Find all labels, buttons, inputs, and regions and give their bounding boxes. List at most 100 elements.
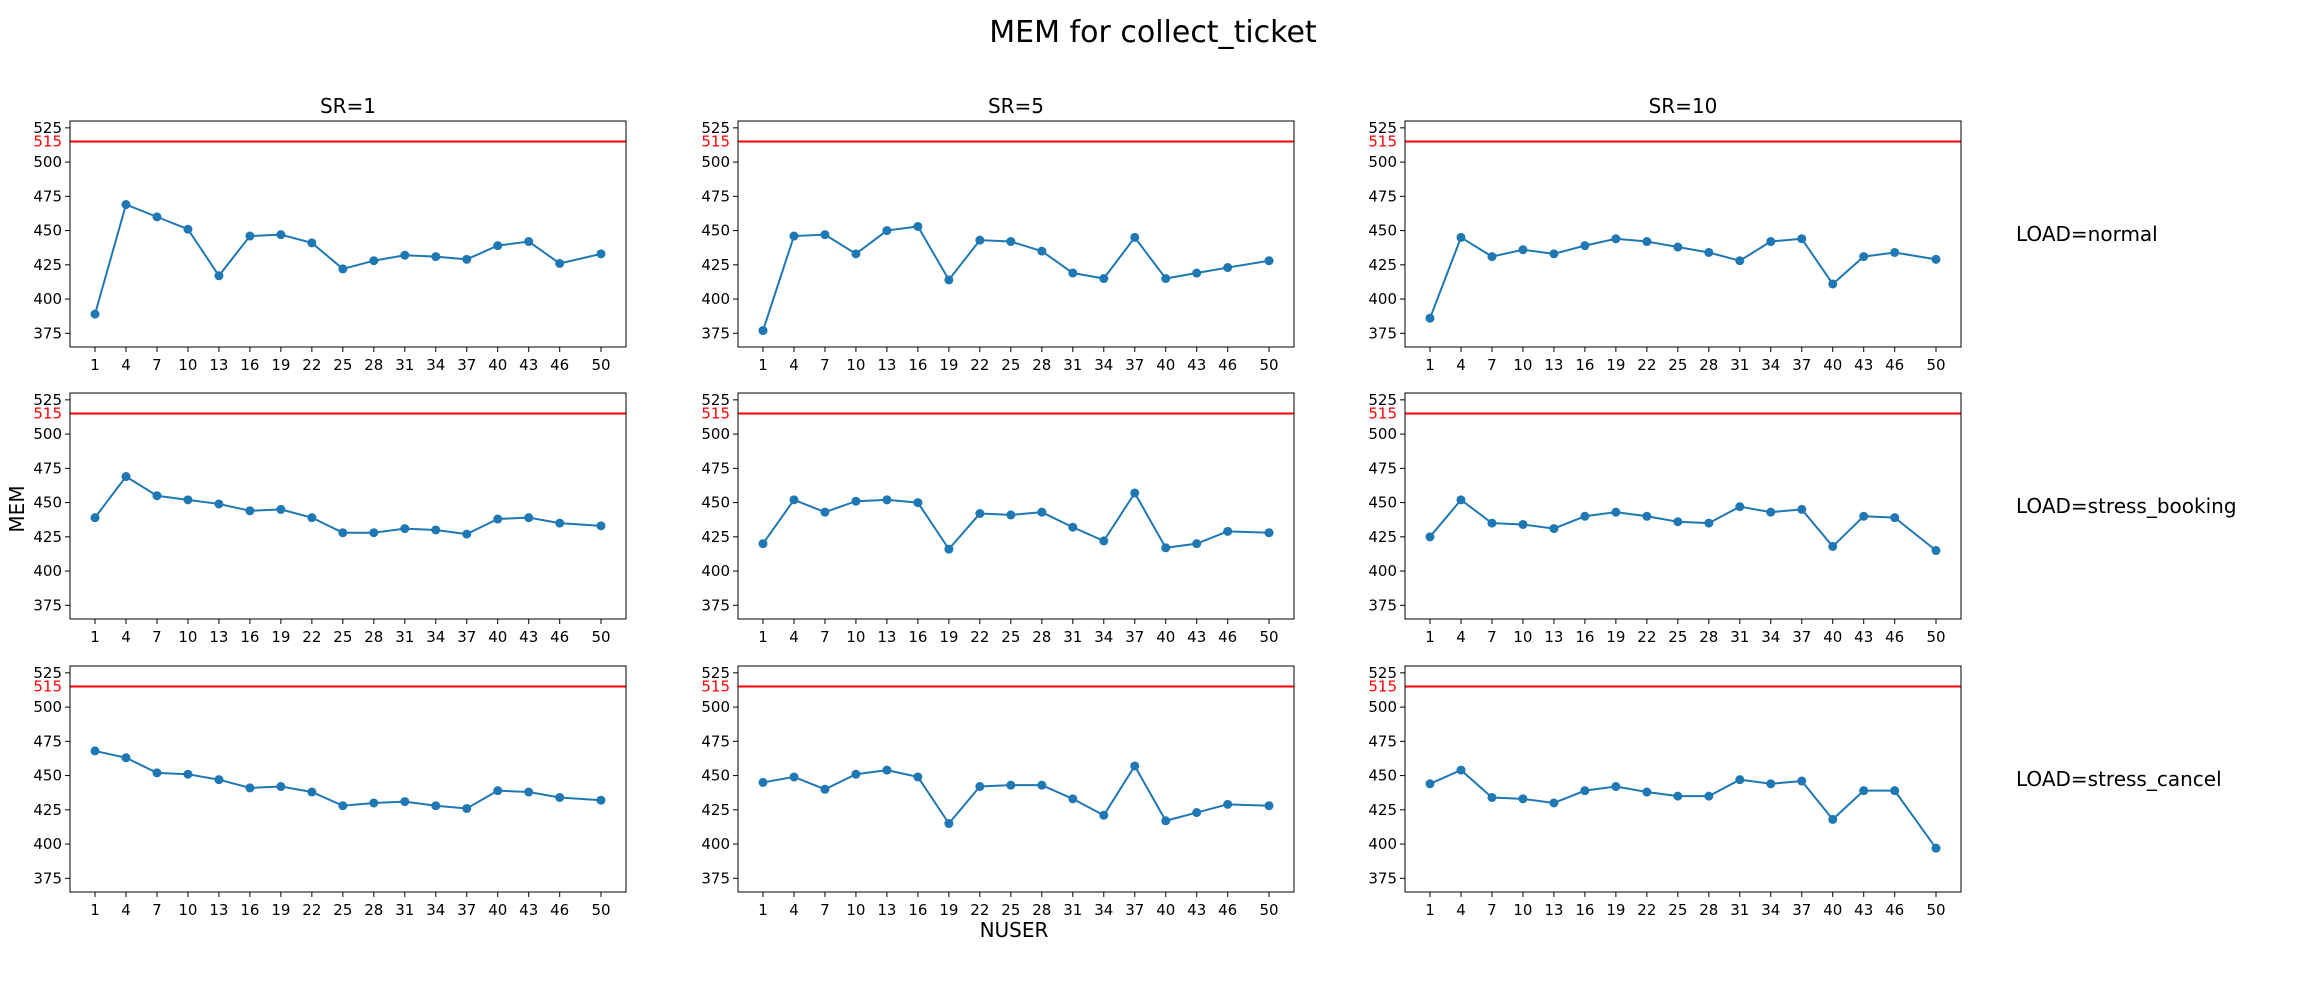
data-point	[152, 212, 162, 222]
data-point	[1264, 528, 1274, 538]
x-tick-label: 7	[152, 356, 162, 374]
data-point	[121, 200, 131, 210]
x-tick-label: 46	[550, 901, 569, 919]
x-tick-label: 19	[271, 356, 290, 374]
data-point	[1549, 524, 1559, 534]
x-tick-label: 4	[789, 901, 799, 919]
y-tick-label: 525	[33, 664, 62, 682]
x-tick-label: 28	[1699, 356, 1718, 374]
data-point	[975, 235, 985, 245]
data-point	[882, 765, 892, 775]
subplot: 375 400 425 450 475 500 525 1 4 7 10 13 16 19 22 25 28 31…	[1368, 664, 1962, 919]
data-point	[1766, 237, 1776, 247]
data-point	[1068, 522, 1078, 532]
data-point	[913, 772, 923, 782]
x-tick-label: 1	[1425, 628, 1435, 646]
x-tick-label: 37	[457, 356, 476, 374]
data-point	[851, 769, 861, 779]
data-point	[338, 801, 348, 811]
reference-line-label: 515	[701, 678, 730, 696]
data-point	[183, 769, 193, 779]
data-point	[276, 504, 286, 514]
subplot: 375 400 425 450 475 500 525 1 4 7 10 13 16 19 22 25 28 31…	[701, 119, 1295, 374]
x-tick-label: 10	[1513, 356, 1532, 374]
x-tick-label: 43	[519, 628, 538, 646]
y-tick-label: 475	[701, 732, 730, 750]
data-point	[338, 264, 348, 274]
series-line	[1429, 235, 1937, 319]
x-tick-label: 40	[1156, 901, 1175, 919]
data-point	[1223, 263, 1233, 273]
plot-frame	[69, 665, 627, 893]
x-tick-label: 40	[1823, 901, 1842, 919]
x-tick-label: 1	[90, 901, 100, 919]
data-point	[1006, 237, 1016, 247]
x-tick-label: 22	[302, 901, 321, 919]
series-line	[94, 749, 602, 810]
subplot: 375 400 425 450 475 500 525 1 4 7 10 13 16 19 22 25 28 31…	[33, 664, 627, 919]
plot-frame	[737, 665, 1295, 893]
x-tick-label: 43	[1187, 901, 1206, 919]
data-point	[1099, 274, 1109, 284]
y-tick-label: 425	[701, 801, 730, 819]
x-tick-label: 13	[1544, 901, 1563, 919]
reference-line-label: 515	[33, 678, 62, 696]
x-tick-label: 1	[758, 356, 768, 374]
x-tick-label: 34	[1761, 356, 1780, 374]
y-tick-label: 500	[701, 698, 730, 716]
data-point	[555, 258, 565, 268]
data-point	[1859, 511, 1869, 521]
x-tick-label: 22	[1637, 901, 1656, 919]
x-tick-label: 16	[1575, 356, 1594, 374]
data-point	[1192, 539, 1202, 549]
data-point	[1828, 814, 1838, 824]
y-tick-label: 375	[1368, 596, 1397, 614]
subplot-grid: SR=1 SR=5 SR=10 LOAD=normal LOAD=stress_book…	[33, 94, 2236, 919]
data-point	[276, 782, 286, 792]
y-tick-label: 400	[33, 835, 62, 853]
subplot: 375 400 425 450 475 500 525 1 4 7 10 13 16 19 22 25 28 31…	[1368, 119, 1962, 374]
x-tick-label: 13	[877, 628, 896, 646]
x-tick-label: 13	[877, 901, 896, 919]
x-tick-label: 37	[1125, 356, 1144, 374]
data-point	[1456, 765, 1466, 775]
x-tick-label: 50	[1926, 356, 1945, 374]
x-tick-label: 10	[178, 628, 197, 646]
y-tick-label: 500	[1368, 153, 1397, 171]
y-tick-label: 500	[33, 698, 62, 716]
x-tick-label: 7	[152, 901, 162, 919]
x-tick-label: 37	[1792, 901, 1811, 919]
x-tick-label: 31	[1063, 901, 1082, 919]
data-point	[1130, 761, 1140, 771]
data-point	[400, 524, 410, 534]
data-point	[276, 230, 286, 240]
x-tick-label: 7	[820, 901, 830, 919]
data-point	[369, 798, 379, 808]
x-tick-label: 28	[1699, 628, 1718, 646]
x-tick-label: 46	[1885, 356, 1904, 374]
x-tick-label: 7	[152, 628, 162, 646]
data-point	[1068, 794, 1078, 804]
x-tick-label: 46	[1885, 628, 1904, 646]
x-tick-label: 31	[1730, 901, 1749, 919]
series-line	[94, 203, 602, 315]
data-point	[1828, 279, 1838, 289]
figure-title: MEM for collect_ticket	[989, 15, 1317, 50]
y-tick-label: 475	[33, 187, 62, 205]
data-point	[1766, 779, 1776, 789]
data-point	[851, 496, 861, 506]
y-tick-label: 450	[33, 222, 62, 240]
data-point	[1859, 786, 1869, 796]
data-point	[1099, 536, 1109, 546]
x-tick-label: 40	[488, 901, 507, 919]
data-point	[400, 797, 410, 807]
data-point	[1673, 517, 1683, 527]
x-tick-label: 7	[1487, 356, 1497, 374]
x-tick-label: 34	[1094, 356, 1113, 374]
data-point	[913, 221, 923, 231]
x-tick-label: 46	[550, 628, 569, 646]
data-point	[1130, 232, 1140, 242]
data-point	[183, 224, 193, 234]
data-point	[1549, 249, 1559, 259]
x-tick-label: 4	[1456, 356, 1466, 374]
